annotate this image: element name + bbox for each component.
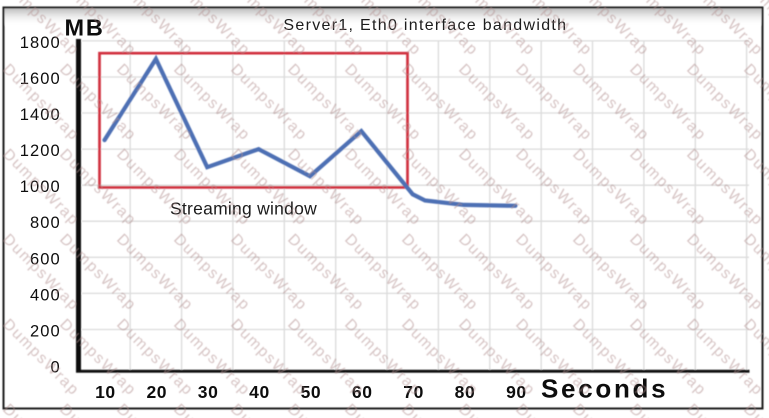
svg-text:Streaming window: Streaming window (170, 199, 317, 219)
svg-text:Server1, Eth0 interface bandwi: Server1, Eth0 interface bandwidth (283, 17, 567, 34)
svg-text:40: 40 (249, 382, 270, 402)
svg-text:20: 20 (146, 382, 167, 402)
svg-text:30: 30 (198, 382, 219, 402)
svg-text:Seconds: Seconds (541, 373, 668, 403)
svg-text:70: 70 (403, 382, 424, 402)
svg-text:60: 60 (352, 382, 373, 402)
svg-text:10: 10 (95, 382, 116, 402)
svg-text:0: 0 (51, 359, 61, 377)
svg-text:1000: 1000 (20, 178, 61, 196)
svg-text:MB: MB (65, 15, 105, 41)
svg-text:1200: 1200 (20, 142, 61, 160)
svg-text:90: 90 (506, 382, 527, 402)
svg-text:600: 600 (30, 250, 61, 268)
svg-text:1800: 1800 (20, 34, 61, 52)
svg-text:200: 200 (30, 323, 61, 341)
svg-text:80: 80 (455, 382, 476, 402)
svg-text:50: 50 (301, 382, 322, 402)
svg-text:400: 400 (30, 286, 61, 304)
svg-text:800: 800 (30, 214, 61, 232)
svg-text:1600: 1600 (20, 70, 61, 88)
svg-text:1400: 1400 (20, 106, 61, 124)
